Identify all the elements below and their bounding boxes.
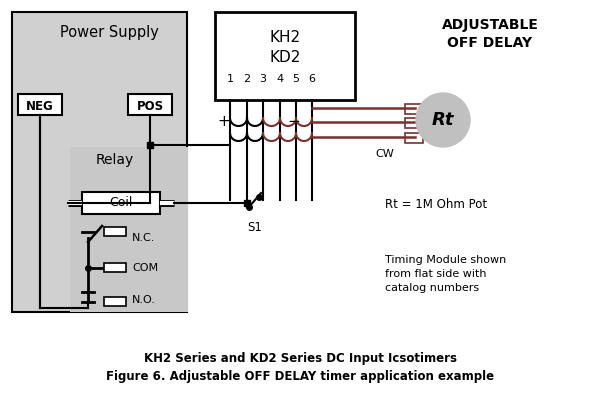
- Bar: [18, 94, 62, 115]
- Text: N.O.: N.O.: [132, 295, 156, 305]
- Text: KH2 Series and KD2 Series DC Input Icsotimers: KH2 Series and KD2 Series DC Input Icsot…: [143, 352, 457, 365]
- Text: 4: 4: [277, 74, 284, 84]
- Text: 5: 5: [293, 74, 299, 84]
- Text: Rt = 1M Ohm Pot: Rt = 1M Ohm Pot: [385, 198, 487, 211]
- Bar: [12, 12, 187, 312]
- Text: S1: S1: [248, 221, 262, 234]
- Text: KD2: KD2: [269, 50, 301, 65]
- Text: ADJUSTABLE: ADJUSTABLE: [442, 18, 538, 32]
- Bar: [405, 133, 423, 143]
- Bar: [405, 104, 423, 114]
- Text: Relay: Relay: [96, 153, 134, 167]
- Text: Timing Module shown
from flat side with
catalog numbers: Timing Module shown from flat side with …: [385, 255, 506, 293]
- Bar: [104, 297, 126, 306]
- Circle shape: [416, 93, 470, 147]
- Text: Power Supply: Power Supply: [60, 25, 159, 40]
- Bar: [82, 192, 160, 214]
- Bar: [104, 263, 126, 272]
- Bar: [104, 227, 126, 236]
- Text: Rt: Rt: [432, 111, 454, 129]
- Text: 1: 1: [227, 74, 233, 84]
- Text: NEG: NEG: [26, 100, 54, 113]
- Bar: [215, 12, 355, 100]
- Text: +: +: [217, 114, 230, 129]
- Text: POS: POS: [136, 100, 164, 113]
- Text: −: −: [287, 114, 301, 129]
- Text: N.C.: N.C.: [132, 233, 155, 243]
- Text: COM: COM: [132, 263, 158, 273]
- Text: 6: 6: [308, 74, 316, 84]
- Bar: [70, 147, 188, 312]
- Text: OFF DELAY: OFF DELAY: [448, 36, 533, 50]
- Text: 2: 2: [244, 74, 251, 84]
- Bar: [405, 118, 423, 128]
- Text: CW: CW: [375, 149, 394, 159]
- Text: Figure 6. Adjustable OFF DELAY timer application example: Figure 6. Adjustable OFF DELAY timer app…: [106, 370, 494, 383]
- Text: 3: 3: [260, 74, 266, 84]
- Bar: [128, 94, 172, 115]
- Text: Coil: Coil: [109, 197, 133, 210]
- Text: KH2: KH2: [269, 30, 301, 45]
